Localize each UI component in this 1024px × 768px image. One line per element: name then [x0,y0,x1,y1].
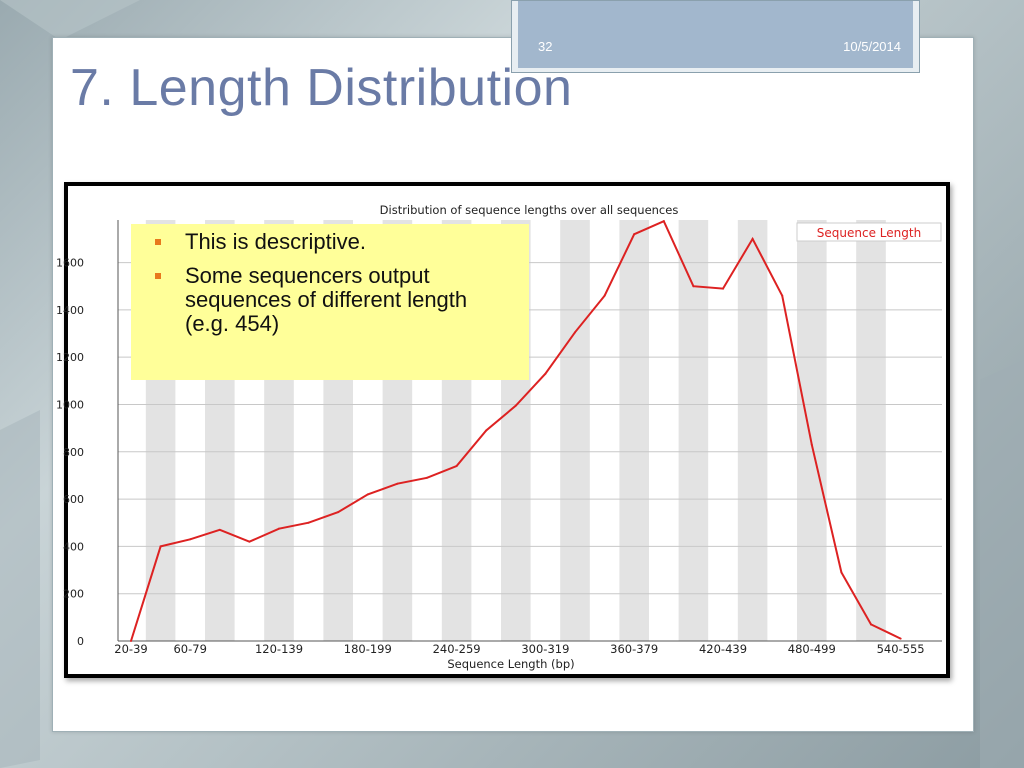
y-tick-label: 0 [77,635,84,648]
chart-title: Distribution of sequence lengths over al… [380,203,679,217]
data-point [662,220,665,223]
callout-bullet-item: Some sequencers output sequences of diff… [143,264,485,336]
bullet-square-icon [155,239,161,245]
data-point [870,623,872,626]
data-point [159,545,162,548]
data-point [781,294,784,297]
category-band [619,220,649,641]
x-tick-label: 420-439 [699,642,747,656]
y-tick-label: 200 [63,588,84,601]
data-point [278,527,280,530]
y-tick-label: 1000 [56,398,84,411]
callout-bullet-text: This is descriptive. [185,229,366,254]
data-point [485,429,488,432]
slide-number: 32 [538,39,553,54]
x-tick-label: 480-499 [788,642,836,656]
data-point [574,331,576,334]
slide-header-box: 32 10/5/2014 [511,0,920,73]
y-tick-label: 600 [63,493,84,506]
data-point [751,237,754,240]
y-tick-label: 1200 [56,351,84,364]
y-tick-label: 400 [63,540,84,553]
category-band [678,220,709,641]
data-point [633,233,636,236]
x-tick-label: 180-199 [344,642,392,656]
callout-box: This is descriptive. Some sequencers out… [131,224,529,380]
slide-date: 10/5/2014 [843,39,901,54]
callout-bullet-list: This is descriptive. Some sequencers out… [143,230,519,336]
data-point [810,443,813,446]
data-point [544,372,547,375]
callout-bullet-item: This is descriptive. [143,230,519,254]
data-point [366,493,369,496]
data-point [248,540,251,543]
slide-header-band: 32 10/5/2014 [518,1,913,68]
bullet-square-icon [155,273,161,279]
legend-box [796,222,942,242]
category-band [560,220,590,641]
data-point [514,404,517,407]
data-point [603,294,606,297]
data-point [307,521,310,524]
data-point [396,482,399,485]
data-point [337,511,340,514]
x-axis-label: Sequence Length (bp) [447,657,574,671]
slide-title: 7. Length Distribution [70,59,573,117]
data-point [899,637,902,640]
x-tick-label: 300-319 [521,642,569,656]
x-tick-label: 360-379 [610,642,658,656]
x-tick-label: 120-139 [255,642,303,656]
data-point [840,571,843,574]
category-band [737,220,768,641]
data-point [130,640,132,642]
x-tick-label: 20-39 [114,642,147,656]
data-point [692,285,695,288]
data-point [189,538,192,541]
data-point [455,464,458,467]
x-tick-label: 240-259 [433,642,481,656]
x-tick-label: 60-79 [173,642,206,656]
data-point [218,528,221,531]
x-tick-label: 540-555 [877,642,925,656]
legend-label: Sequence Length [817,226,921,240]
y-tick-label: 800 [63,446,84,459]
y-tick-label: 1600 [56,257,84,270]
y-tick-label: 1400 [56,304,84,317]
callout-bullet-text: Some sequencers output sequences of diff… [185,263,468,336]
category-band [856,220,886,641]
data-point [722,287,724,290]
data-point [426,476,428,479]
category-band [797,220,827,641]
